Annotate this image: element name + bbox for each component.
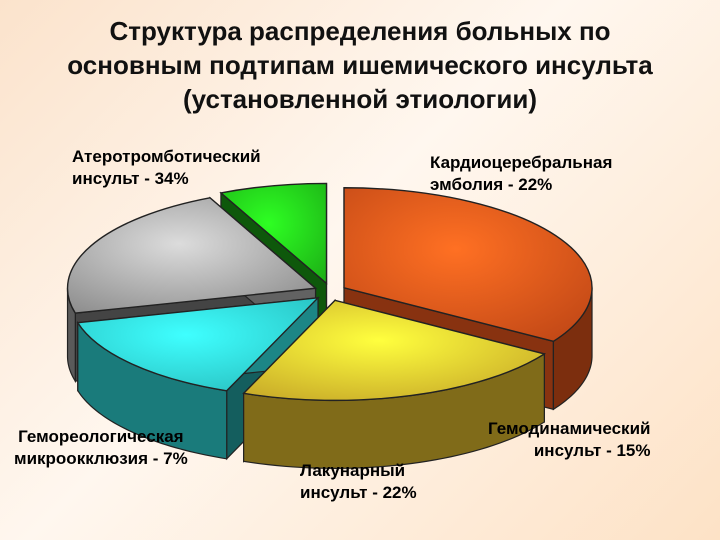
label-hemorheological-line-2: микроокклюзия - 7% [14,449,188,468]
slice-top-cardioembolic [242,299,547,402]
label-lacunar-line-1: Лакунарный [300,461,406,480]
label-lacunar: Лакунарный инсульт - 22% [300,460,417,504]
chart-title: Структура распределения больных по основ… [0,14,720,116]
title-line-2: основным подтипам ишемического инсульта [67,50,653,80]
label-hemorheological: Гемореологическая микроокклюзия - 7% [14,426,188,470]
title-line-3: (установленной этиологии) [183,84,537,114]
slice-top-hemorheological [219,182,328,285]
label-atherothrombotic: Атеротромботический инсульт - 34% [72,146,261,190]
label-hemodynamic: Гемодинамический инсульт - 15% [488,418,650,462]
label-cardioembolic: Кардиоцеребральная эмболия - 22% [430,152,612,196]
label-hemorheological-line-1: Гемореологическая [18,427,184,446]
slice-top-lacunar [66,197,318,314]
label-atherothrombotic-line-2: инсульт - 34% [72,169,189,188]
slice-top-hemodynamic [76,296,320,392]
label-atherothrombotic-line-1: Атеротромботический [72,147,261,166]
label-lacunar-line-2: инсульт - 22% [300,483,417,502]
slice-top-atherothrombotic [343,187,593,343]
label-hemodynamic-line-2: инсульт - 15% [533,441,651,460]
pie-slice-cardioembolic [242,298,547,469]
title-line-1: Структура распределения больных по [109,16,611,46]
label-cardioembolic-line-2: эмболия - 22% [430,175,553,194]
label-hemodynamic-line-1: Гемодинамический [488,419,651,438]
label-cardioembolic-line-1: Кардиоцеребральная [430,153,613,172]
